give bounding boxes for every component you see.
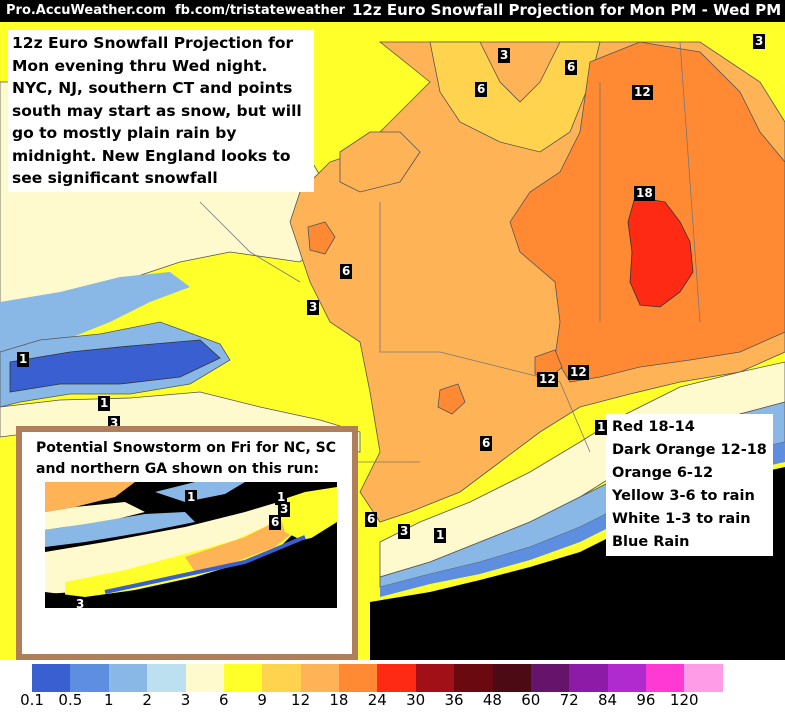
legend-note-white: White 1-3 to rain xyxy=(612,511,751,527)
color-scale-value: 18 xyxy=(329,691,349,709)
color-scale-value: 120 xyxy=(669,691,699,709)
contour-label: 1 xyxy=(595,420,608,435)
color-scale-value: 2 xyxy=(142,691,152,709)
color-scale-swatch xyxy=(684,664,723,692)
color-scale-value: 0.1 xyxy=(20,691,44,709)
color-scale-swatch xyxy=(646,664,685,692)
color-scale-swatch xyxy=(32,664,71,692)
inset-panel: Potential Snowstorm on Fri for NC, SC an… xyxy=(16,426,358,660)
color-scale-swatch xyxy=(415,664,455,692)
inset-contour-label: 3 xyxy=(74,597,87,608)
contour-label: 3 xyxy=(498,48,511,63)
color-scale-value: 36 xyxy=(444,691,464,709)
color-scale-swatch xyxy=(70,664,109,692)
map-title: 12z Euro Snowfall Projection for Mon PM … xyxy=(352,1,782,19)
color-scale-value: 96 xyxy=(636,691,656,709)
color-scale-swatch xyxy=(377,664,416,692)
color-scale-labels: 0.1 0.5 1 2 3 6 9 12 18 24 30 36 48 60 72 84 96 120 xyxy=(0,690,785,712)
contour-label: 6 xyxy=(480,436,493,451)
contour-label: 3 xyxy=(307,300,320,315)
legend-note-orange: Orange 6-12 xyxy=(612,465,714,481)
color-scale-value: 72 xyxy=(559,691,579,709)
color-scale-bar xyxy=(32,664,762,692)
color-scale-swatch xyxy=(607,664,646,692)
color-scale-swatch xyxy=(185,664,224,692)
contour-label: 18 xyxy=(634,186,655,201)
color-scale-swatch xyxy=(147,664,186,692)
inset-title: Potential Snowstorm on Fri for NC, SC an… xyxy=(36,440,336,477)
legend-note-blue: Blue Rain xyxy=(612,534,690,550)
color-scale-swatch xyxy=(492,664,531,692)
color-scale-value: 3 xyxy=(180,691,191,709)
contour-label: 6 xyxy=(475,82,488,97)
facebook-text: fb.com/tristateweather xyxy=(175,3,345,18)
contour-label: 3 xyxy=(753,34,766,49)
legend-notes: Red 18-14 Dark Orange 12-18 Orange 6-12 … xyxy=(606,414,773,556)
color-scale-value: 0.5 xyxy=(58,691,83,709)
inset-contour-label: 3 xyxy=(278,502,291,517)
contour-label: 12 xyxy=(537,372,558,387)
color-scale-swatch xyxy=(530,664,570,692)
color-scale-value: 30 xyxy=(406,691,426,709)
color-scale-swatch xyxy=(262,664,301,692)
inset-map: 1 1 3 6 3 xyxy=(45,482,337,608)
source-text: Pro.AccuWeather.com xyxy=(6,3,166,18)
inset-contour-label: 1 xyxy=(185,490,198,505)
color-scale-swatch xyxy=(722,664,762,692)
color-scale-swatch xyxy=(339,664,378,692)
legend-note-dark-orange: Dark Orange 12-18 xyxy=(612,442,767,458)
contour-label: 1 xyxy=(17,352,30,367)
color-scale-swatch xyxy=(223,664,263,692)
snowfall-map: 12z Euro Snowfall Projection for Mon eve… xyxy=(0,22,785,660)
inset-contour-label: 6 xyxy=(269,515,282,530)
header-bar: Pro.AccuWeather.com fb.com/tristateweath… xyxy=(0,0,785,22)
contour-label: 1 xyxy=(98,396,111,411)
legend-note-red: Red 18-14 xyxy=(612,419,695,435)
contour-label: 12 xyxy=(632,85,653,100)
contour-label: 3 xyxy=(398,524,411,539)
color-scale-swatch xyxy=(569,664,608,692)
color-scale: 0.1 0.5 1 2 3 6 9 12 18 24 30 36 48 60 72 84 96 120 xyxy=(0,660,785,713)
color-scale-value: 84 xyxy=(597,691,618,709)
contour-label: 6 xyxy=(565,60,578,75)
color-scale-value: 48 xyxy=(482,691,502,709)
contour-label: 1 xyxy=(434,528,447,543)
color-scale-value: 24 xyxy=(367,691,387,709)
color-scale-value: 60 xyxy=(521,691,541,709)
color-scale-swatch xyxy=(300,664,339,692)
color-scale-swatch xyxy=(454,664,493,692)
color-scale-value: 6 xyxy=(219,691,229,709)
inset-contour-label: 1 xyxy=(275,490,288,505)
contour-label: 12 xyxy=(568,365,589,380)
legend-note-yellow: Yellow 3-6 to rain xyxy=(612,488,755,504)
contour-label: 6 xyxy=(365,512,378,527)
description-box: 12z Euro Snowfall Projection for Mon eve… xyxy=(8,30,314,192)
contour-label: 6 xyxy=(340,264,353,279)
color-scale-value: 1 xyxy=(103,691,114,709)
color-scale-swatch xyxy=(108,664,148,692)
color-scale-value: 12 xyxy=(291,691,311,709)
color-scale-value: 9 xyxy=(257,691,267,709)
